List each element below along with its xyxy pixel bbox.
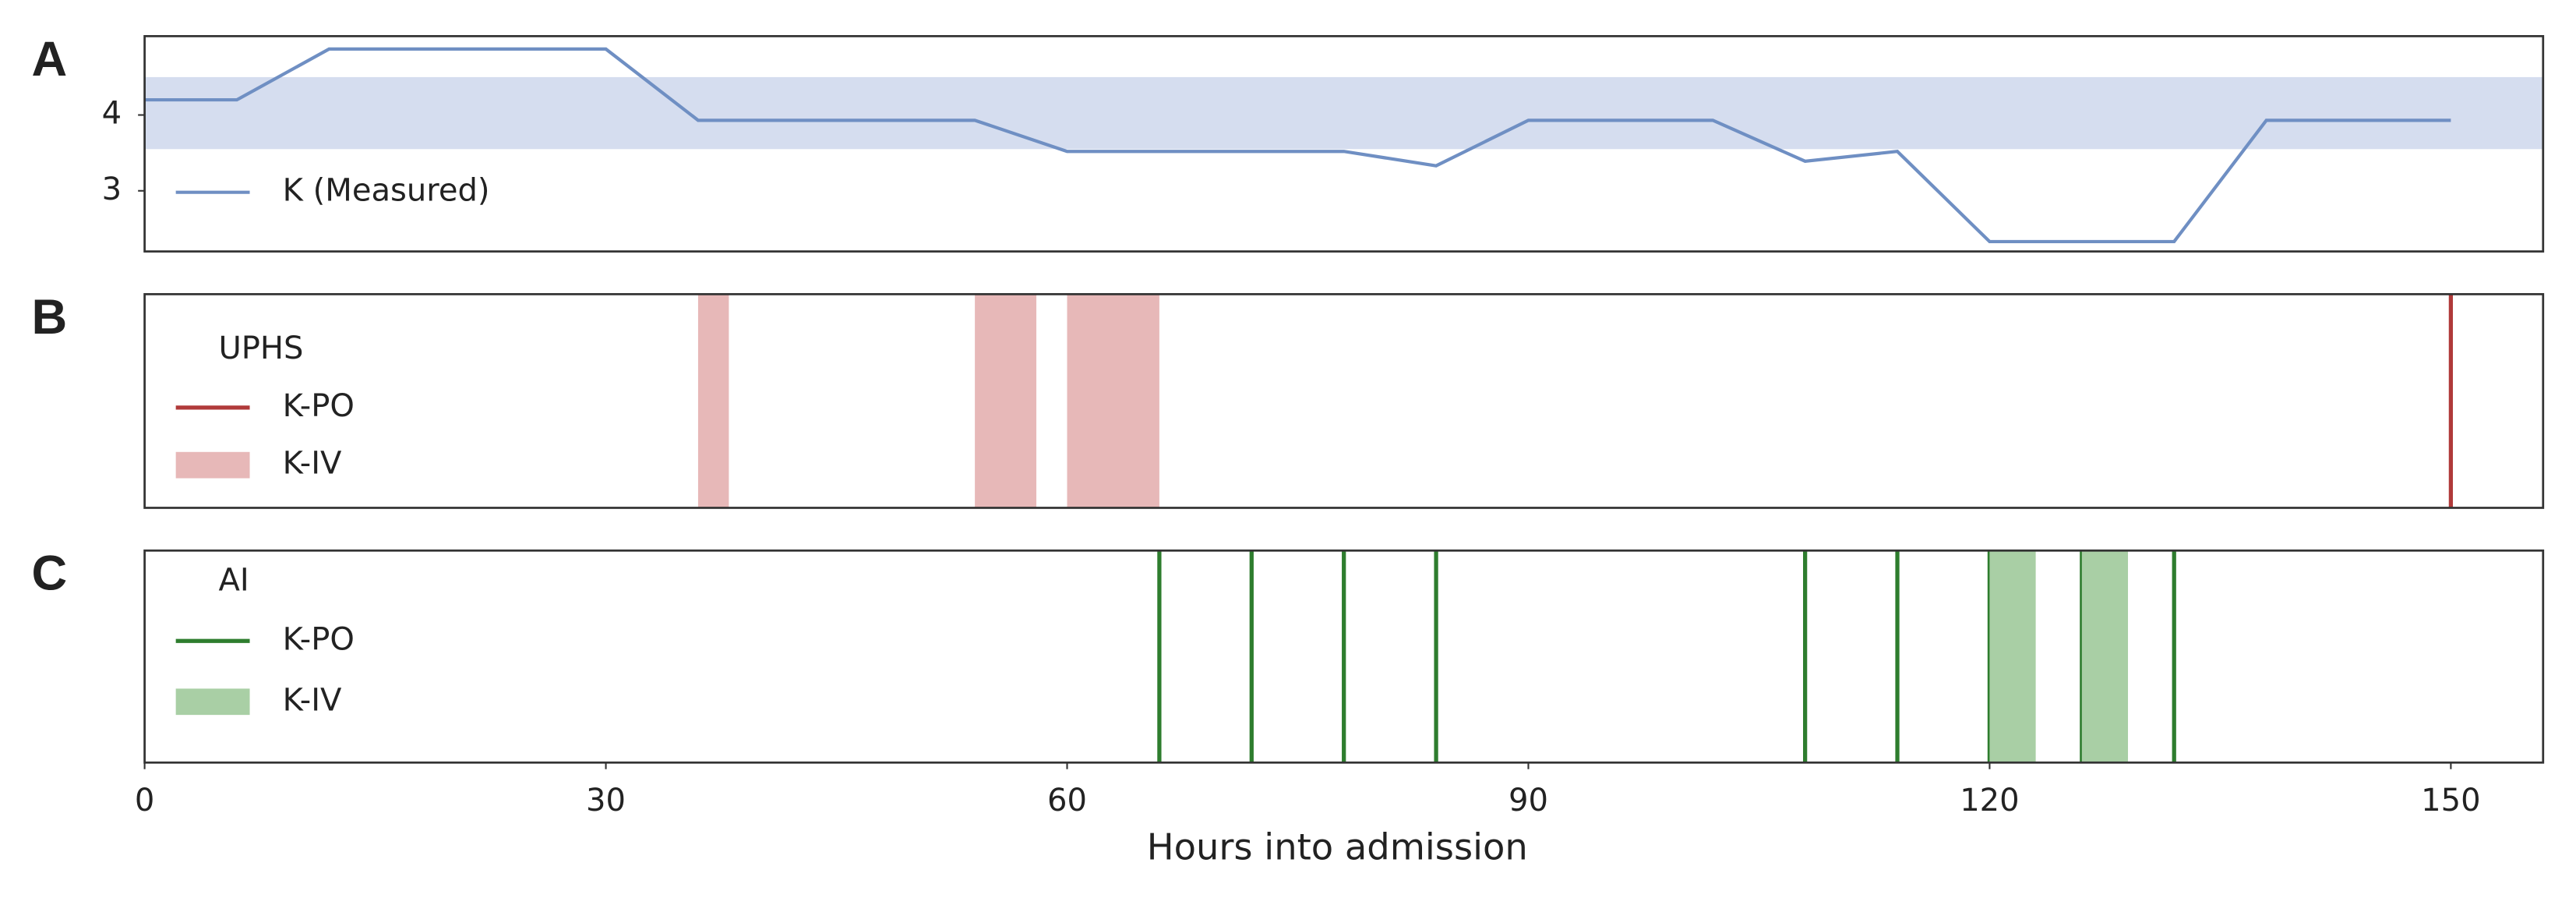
x-tick-label: 120 xyxy=(1960,783,2019,818)
legend-title: AI xyxy=(218,562,249,598)
x-tick-label: 60 xyxy=(1047,783,1087,818)
reference-band xyxy=(144,76,2543,150)
interval xyxy=(1067,294,1159,508)
plot-frame xyxy=(143,293,2545,509)
x-tick-label: 90 xyxy=(1509,783,1548,818)
legend-label: K-IV xyxy=(283,446,342,482)
legend-title: UPHS xyxy=(218,331,303,366)
data-line xyxy=(144,47,2451,244)
y-tick-label: 3 xyxy=(102,171,122,207)
legend-label: K (Measured) xyxy=(283,173,490,209)
panel-label: A xyxy=(31,32,67,87)
interval xyxy=(975,294,1037,508)
interval xyxy=(2081,550,2129,763)
legend-key xyxy=(175,451,250,479)
legend-label: K-IV xyxy=(283,682,342,718)
plot-frame xyxy=(143,549,2545,764)
x-tick-label: 150 xyxy=(2421,783,2480,818)
x-tick-label: 0 xyxy=(135,783,154,818)
x-tick-label: 30 xyxy=(586,783,626,818)
plot-frame xyxy=(143,35,2545,253)
x-axis-label: Hours into admission xyxy=(1147,826,1528,868)
legend-label: K-PO xyxy=(283,388,355,424)
panel-label: B xyxy=(31,290,67,345)
legend-key xyxy=(175,688,250,716)
legend-label: K-PO xyxy=(283,621,355,657)
interval xyxy=(1989,550,2036,763)
panel-label: C xyxy=(31,546,67,601)
interval xyxy=(697,294,729,508)
y-tick-label: 4 xyxy=(102,96,122,132)
